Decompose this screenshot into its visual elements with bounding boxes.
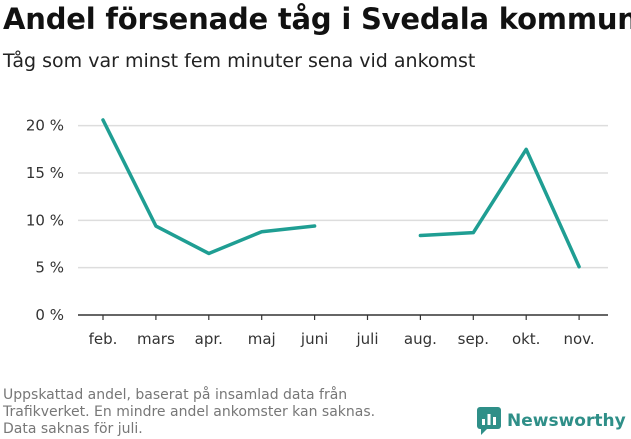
x-tick-label: nov.	[564, 330, 595, 348]
chart-subtitle: Tåg som var minst fem minuter sena vid a…	[3, 50, 476, 72]
x-tick-label: juli	[355, 330, 378, 348]
x-tick-label: aug.	[404, 330, 437, 348]
series-line	[101, 118, 317, 256]
y-tick-label: 15 %	[26, 164, 64, 182]
series-line	[418, 147, 581, 269]
y-tick-label: 20 %	[26, 117, 64, 135]
footnote-line-1: Uppskattad andel, baserat på insamlad da…	[3, 387, 348, 403]
footnote-line-2: Trafikverket. En mindre andel ankomster …	[3, 404, 376, 420]
x-tick-label: feb.	[89, 330, 118, 348]
x-tick-label: apr.	[195, 330, 223, 348]
brand-name: Newsworthy	[507, 411, 626, 431]
chart-title: Andel försenade tåg i Svedala kommun	[3, 2, 631, 36]
x-tick-label: okt.	[512, 330, 541, 348]
y-tick-label: 5 %	[35, 259, 64, 277]
newsworthy-logo-icon	[477, 407, 501, 435]
brand-logo: Newsworthy	[476, 406, 626, 436]
x-tick-label: juni	[300, 330, 328, 348]
x-tick-label: maj	[248, 330, 276, 348]
x-tick-label: mars	[137, 330, 175, 348]
x-tick-label: sep.	[458, 330, 489, 348]
y-tick-label: 10 %	[26, 211, 64, 229]
line-chart: 0 % 5 % 10 % 15 % 20 % feb. mars apr. maj juni jul…	[26, 117, 608, 348]
footnote: Uppskattad andel, baserat på insamlad da…	[3, 387, 375, 438]
y-tick-label: 0 %	[35, 306, 64, 324]
footnote-line-3: Data saknas för juli.	[3, 421, 143, 437]
